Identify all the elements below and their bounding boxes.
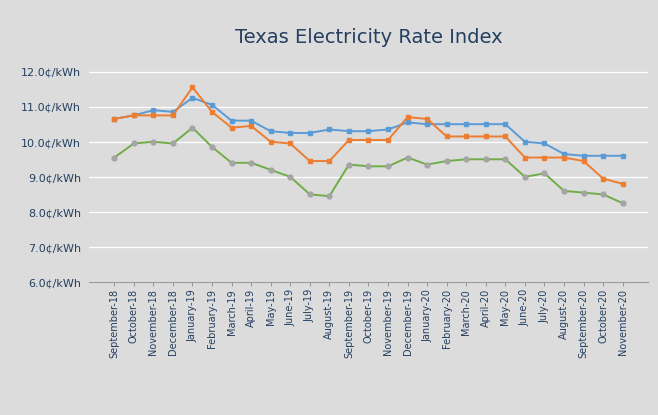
Houston <box>345 137 353 142</box>
DFW <box>228 160 236 165</box>
State Average <box>266 129 274 134</box>
DFW <box>403 155 411 160</box>
State Average <box>580 153 588 158</box>
State Average <box>169 110 177 115</box>
State Average <box>443 122 451 127</box>
DFW <box>247 160 255 165</box>
State Average <box>482 122 490 127</box>
Houston <box>423 117 431 122</box>
DFW <box>501 157 509 162</box>
DFW <box>443 159 451 164</box>
DFW <box>130 141 138 146</box>
Houston <box>365 137 372 142</box>
DFW <box>111 155 118 160</box>
DFW <box>384 164 392 169</box>
State Average <box>228 118 236 123</box>
DFW <box>619 201 626 206</box>
Houston <box>560 155 568 160</box>
DFW <box>266 167 274 172</box>
Houston <box>130 113 138 118</box>
State Average <box>463 122 470 127</box>
Houston <box>443 134 451 139</box>
Houston <box>228 125 236 130</box>
DFW <box>326 194 334 199</box>
Title: Texas Electricity Rate Index: Texas Electricity Rate Index <box>235 28 502 47</box>
Houston <box>208 110 216 115</box>
State Average <box>384 127 392 132</box>
DFW <box>482 157 490 162</box>
State Average <box>365 129 372 134</box>
Houston <box>326 159 334 164</box>
State Average <box>619 153 626 158</box>
State Average <box>286 130 294 135</box>
Houston <box>619 181 626 186</box>
DFW <box>189 125 197 130</box>
Line: State Average: State Average <box>112 95 625 158</box>
DFW <box>540 171 548 176</box>
State Average <box>247 118 255 123</box>
Houston <box>111 117 118 122</box>
Houston <box>149 113 157 118</box>
Line: DFW: DFW <box>112 125 625 205</box>
Houston <box>384 137 392 142</box>
State Average <box>111 117 118 122</box>
Houston <box>521 155 529 160</box>
State Average <box>403 120 411 125</box>
DFW <box>306 192 314 197</box>
State Average <box>306 130 314 135</box>
State Average <box>130 113 138 118</box>
State Average <box>599 153 607 158</box>
Houston <box>540 155 548 160</box>
State Average <box>345 129 353 134</box>
DFW <box>521 174 529 179</box>
Houston <box>580 159 588 164</box>
State Average <box>423 122 431 127</box>
DFW <box>345 162 353 167</box>
State Average <box>501 122 509 127</box>
Houston <box>599 176 607 181</box>
DFW <box>169 141 177 146</box>
State Average <box>560 151 568 156</box>
DFW <box>599 192 607 197</box>
DFW <box>365 164 372 169</box>
State Average <box>208 103 216 107</box>
Houston <box>266 139 274 144</box>
Houston <box>482 134 490 139</box>
Houston <box>403 115 411 120</box>
DFW <box>423 162 431 167</box>
Houston <box>501 134 509 139</box>
State Average <box>540 141 548 146</box>
Houston <box>306 159 314 164</box>
Houston <box>286 141 294 146</box>
DFW <box>208 144 216 149</box>
DFW <box>149 139 157 144</box>
DFW <box>560 188 568 193</box>
DFW <box>286 174 294 179</box>
Houston <box>189 85 197 90</box>
State Average <box>521 139 529 144</box>
State Average <box>149 107 157 112</box>
Houston <box>247 123 255 128</box>
Houston <box>463 134 470 139</box>
DFW <box>580 190 588 195</box>
Line: Houston: Houston <box>112 85 625 186</box>
Houston <box>169 113 177 118</box>
State Average <box>326 127 334 132</box>
DFW <box>463 157 470 162</box>
State Average <box>189 95 197 100</box>
